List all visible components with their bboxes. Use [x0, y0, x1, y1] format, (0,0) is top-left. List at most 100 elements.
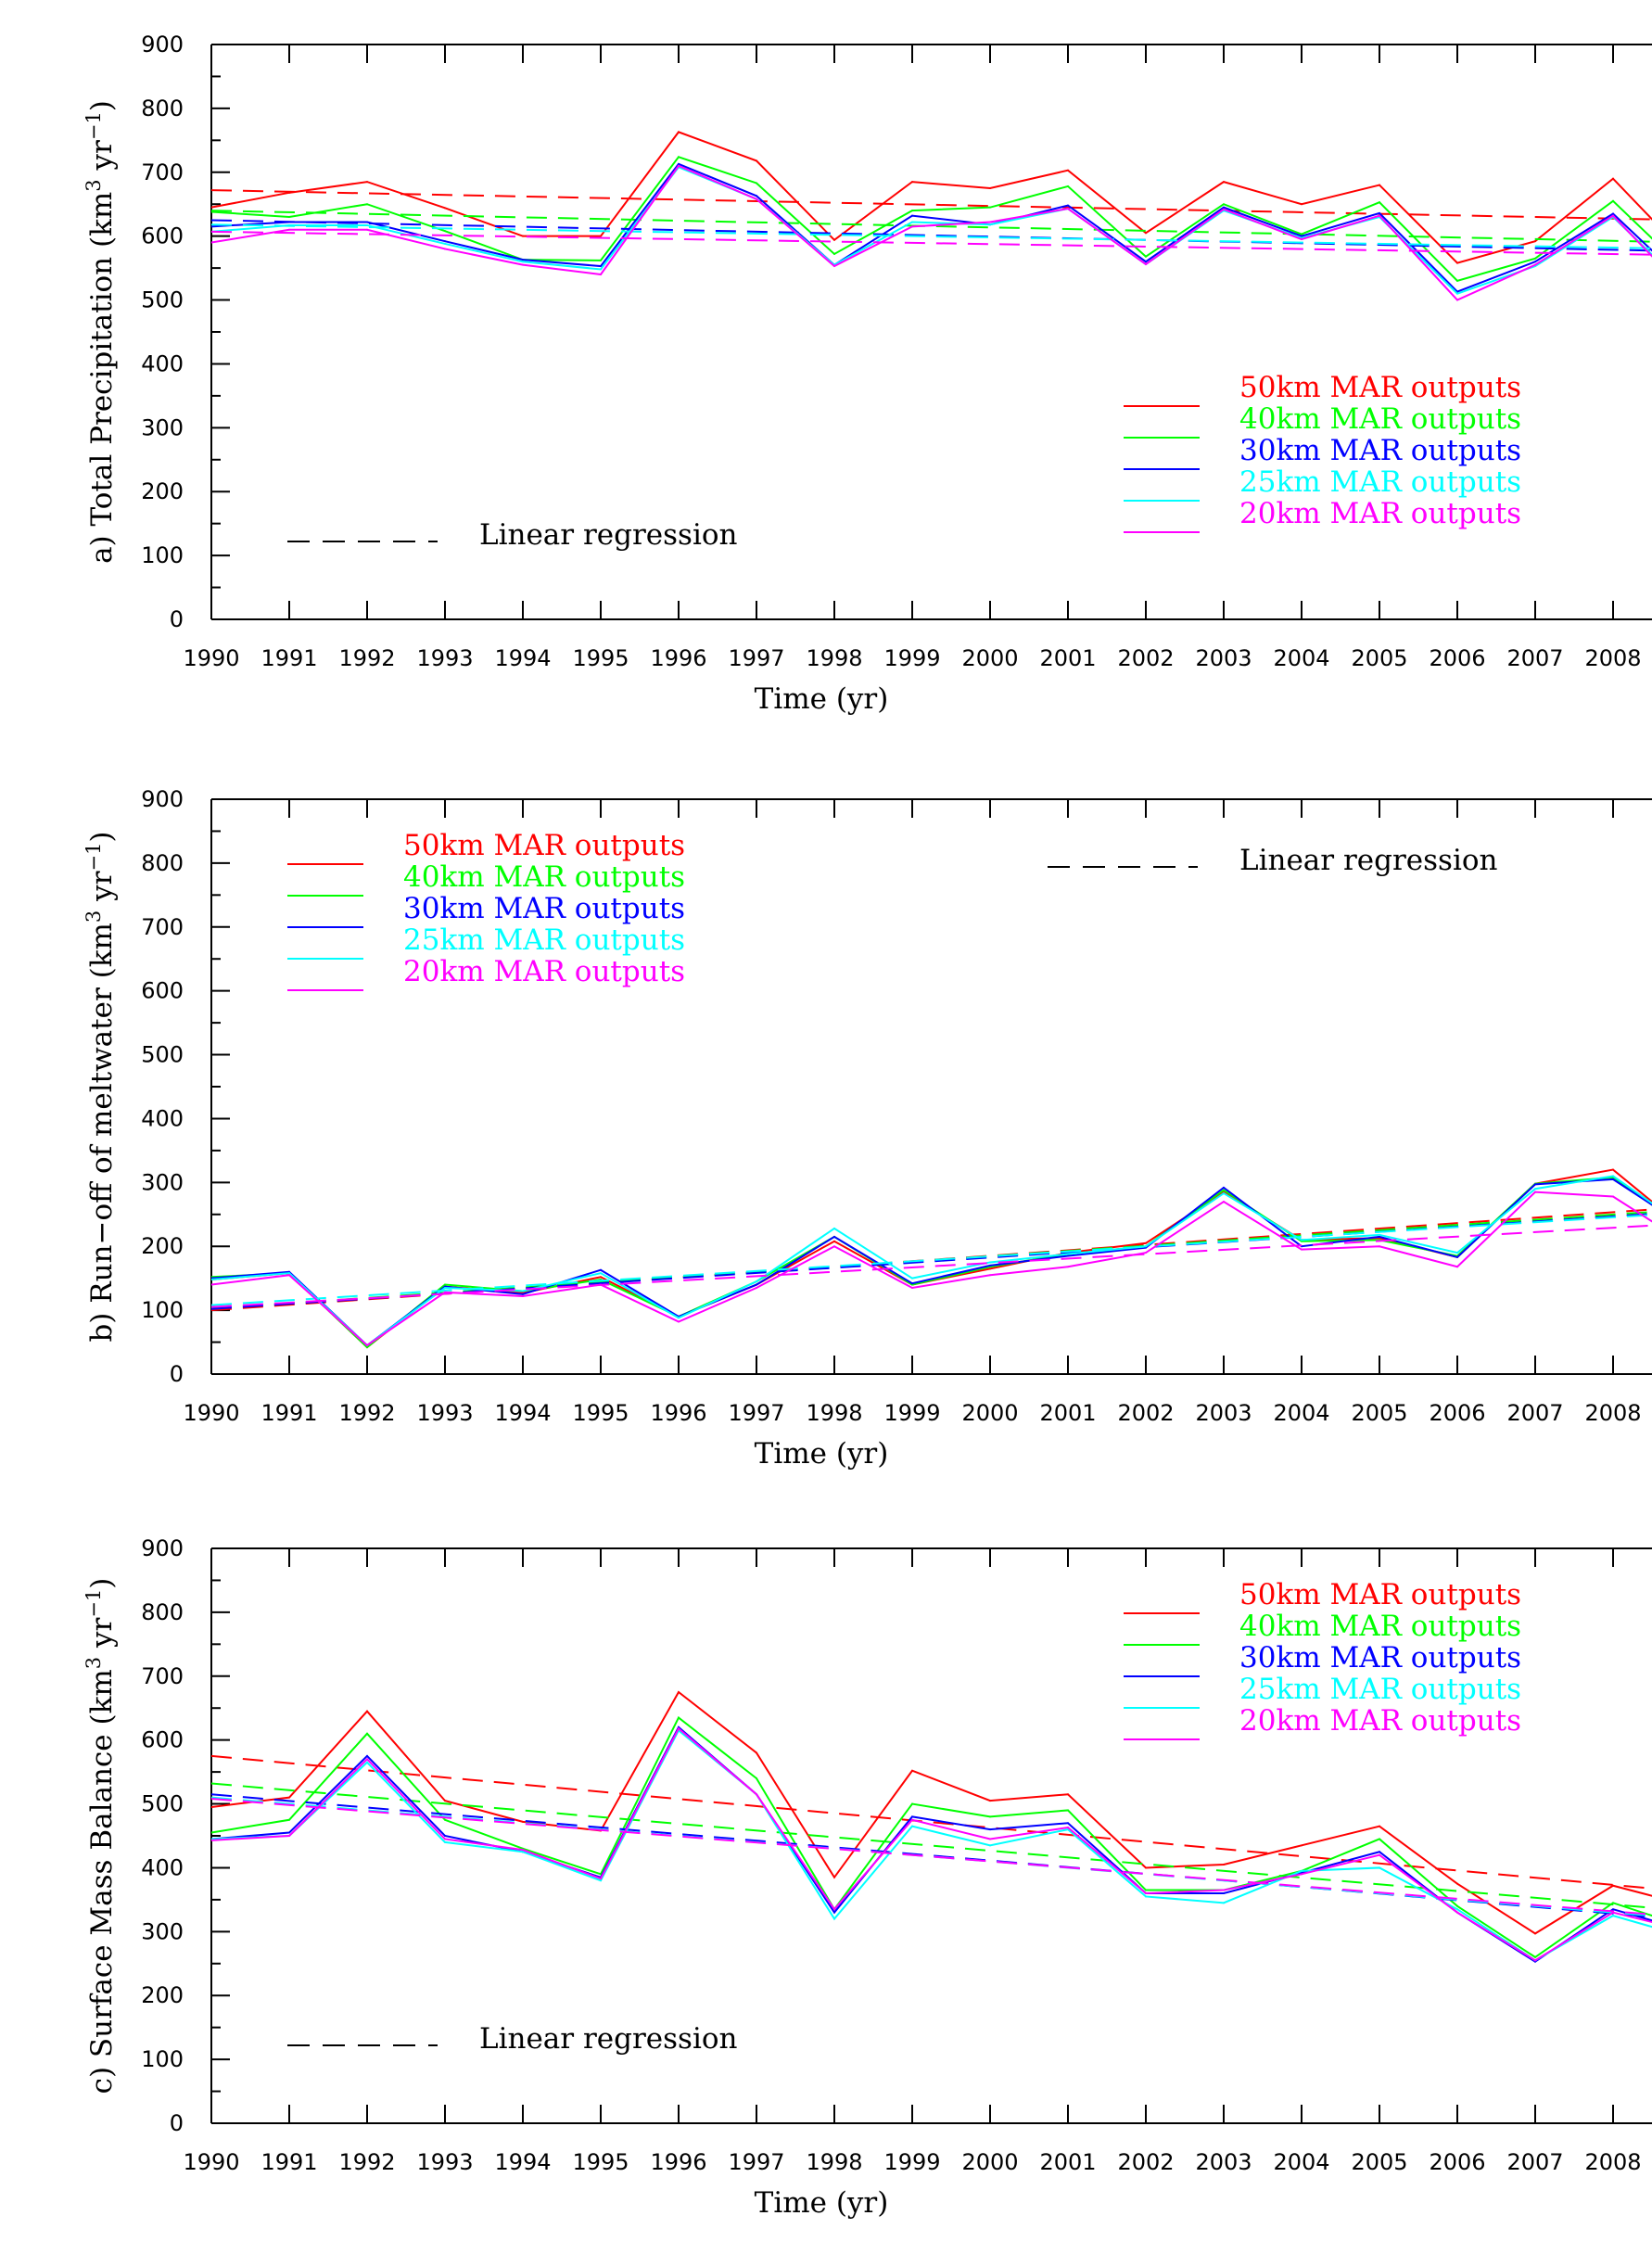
chart-a-regression-line-4: [211, 230, 1652, 256]
chart-a-panel: 0 100 200 300 400 500 600 700 800 900 1990 1991 1992…: [83, 32, 1652, 716]
chart-a-data-point-3: [522, 261, 524, 263]
chart-a-data-point-4: [288, 228, 290, 231]
chart-b-x-tick-label: 2003: [1195, 1400, 1252, 1426]
chart-a-y-tick-label: 800: [141, 95, 184, 121]
chart-b-data-point-3: [989, 1261, 991, 1264]
chart-a-data-point-0: [1067, 169, 1069, 172]
chart-b-data-point-2: [911, 1282, 913, 1285]
chart-b-data-point-3: [600, 1272, 602, 1275]
chart-b-x-tick-label: 1994: [494, 1400, 551, 1426]
chart-c-data-point-0: [366, 1710, 368, 1713]
chart-b-data-point-4: [833, 1245, 835, 1248]
chart-c-x-tick-label: 1994: [494, 2149, 551, 2175]
chart-a-data-point-2: [1145, 261, 1147, 263]
chart-c-data-point-1: [1145, 1889, 1147, 1891]
chart-b-series-line-3: [211, 1175, 1652, 1347]
chart-c-y-tick-label: 100: [141, 2046, 184, 2072]
chart-c-x-tick-label: 2004: [1273, 2149, 1329, 2175]
chart-a-series-line-4: [211, 164, 1652, 301]
chart-a-x-tick-label: 2005: [1351, 645, 1407, 671]
chart-b-y-tick-label: 400: [141, 1105, 184, 1131]
chart-a-y-tick-label: 600: [141, 223, 184, 249]
chart-b-legend-label: 30km MAR outputs: [403, 892, 685, 925]
chart-a-data-point-4: [833, 265, 835, 268]
chart-c-data-point-2: [989, 1828, 991, 1831]
chart-c-data-point-0: [1534, 1932, 1536, 1935]
chart-b-data-point-4: [911, 1287, 913, 1289]
chart-c-data-point-2: [444, 1835, 446, 1837]
chart-c-data-point-4: [1612, 1911, 1614, 1914]
chart-b-y-tick-label: 0: [170, 1361, 184, 1387]
chart-b-x-tick-label: 1996: [650, 1400, 706, 1426]
chart-a-data-point-2: [288, 221, 290, 223]
chart-c-data-point-4: [366, 1758, 368, 1761]
chart-a-data-point-1: [1223, 203, 1225, 206]
chart-b-data-point-3: [911, 1277, 913, 1280]
chart-a-data-point-4: [1379, 214, 1380, 217]
chart-a-data-point-2: [756, 195, 757, 197]
chart-a-data-point-4: [1301, 238, 1303, 241]
chart-a-x-tick-label: 1997: [728, 645, 784, 671]
chart-c-x-tick-label: 1990: [183, 2149, 239, 2175]
chart-c-data-point-0: [1145, 1866, 1147, 1869]
chart-b-data-point-3: [1379, 1233, 1380, 1236]
chart-a-data-point-0: [756, 159, 757, 162]
chart-a-regression-line-0: [211, 189, 1652, 221]
chart-b-x-tick-label: 1991: [261, 1400, 317, 1426]
chart-a-data-point-4: [600, 274, 602, 275]
chart-c-x-tick-label: 2007: [1506, 2149, 1563, 2175]
chart-c-y-tick-label: 400: [141, 1854, 184, 1880]
chart-b-data-point-2: [1612, 1178, 1614, 1180]
chart-b-data-point-4: [1067, 1266, 1069, 1268]
chart-c-data-point-3: [366, 1761, 368, 1764]
chart-c-regression-line-1: [211, 1782, 1652, 1909]
chart-a-x-axis-title: Time (yr): [755, 682, 889, 716]
chart-c-x-tick-label: 2002: [1117, 2149, 1174, 2175]
chart-b-data-point-3: [444, 1287, 446, 1289]
chart-b-data-point-4: [288, 1274, 290, 1277]
chart-c-data-point-2: [288, 1831, 290, 1834]
chart-b-x-tick-label: 1995: [572, 1400, 629, 1426]
chart-a-data-point-0: [989, 187, 991, 189]
chart-b-panel: 0 100 200 300 400 500 600 700 800 900 1990 1991 1992…: [83, 786, 1652, 1471]
chart-a-x-tick-label: 2001: [1039, 645, 1096, 671]
chart-c-data-point-3: [1612, 1915, 1614, 1917]
chart-b-data-point-0: [989, 1267, 991, 1270]
chart-a-x-tick-label: 1999: [883, 645, 940, 671]
chart-c-data-point-0: [1067, 1793, 1069, 1796]
chart-b-x-tick-label: 1990: [183, 1400, 239, 1426]
chart-a-data-point-4: [678, 164, 680, 167]
chart-a-data-point-0: [366, 181, 368, 184]
chart-a-legend-label: 25km MAR outputs: [1239, 465, 1521, 499]
chart-b-x-tick-label: 2008: [1584, 1400, 1641, 1426]
chart-a-data-point-3: [989, 223, 991, 226]
chart-a-data-point-0: [211, 206, 212, 209]
chart-a-data-point-1: [1379, 201, 1380, 204]
chart-c-data-point-4: [756, 1793, 757, 1796]
chart-c-y-tick-label: 600: [141, 1727, 184, 1753]
chart-b-y-tick-label: 500: [141, 1042, 184, 1068]
chart-a-x-tick-label: 1995: [572, 645, 629, 671]
chart-b-data-point-2: [522, 1292, 524, 1295]
chart-b-data-point-1: [1223, 1189, 1225, 1191]
chart-c-data-point-3: [989, 1844, 991, 1847]
chart-a-data-point-0: [288, 191, 290, 194]
chart-b-y-title-text: b) Run−off of meltwater (km: [85, 923, 119, 1342]
chart-a-data-point-1: [833, 252, 835, 255]
chart-c-x-tick-label: 1999: [883, 2149, 940, 2175]
chart-c-y-tick-label: 500: [141, 1791, 184, 1817]
chart-a-legend-label: 40km MAR outputs: [1239, 402, 1521, 436]
chart-b-regression-line-2: [211, 1213, 1652, 1310]
chart-a-x-tick-label: 2007: [1506, 645, 1563, 671]
chart-b-x-tick-label: 2006: [1429, 1400, 1485, 1426]
chart-b-x-tick-label: 2007: [1506, 1400, 1563, 1426]
chart-b-data-point-0: [600, 1276, 602, 1279]
chart-b-y-tick-label: 600: [141, 978, 184, 1004]
chart-a-data-point-1: [678, 156, 680, 159]
chart-a-data-point-1: [756, 182, 757, 185]
chart-b-data-point-4: [756, 1287, 757, 1289]
chart-c-data-point-4: [678, 1727, 680, 1730]
chart-b-data-point-0: [1612, 1168, 1614, 1171]
chart-c-data-point-0: [989, 1800, 991, 1802]
